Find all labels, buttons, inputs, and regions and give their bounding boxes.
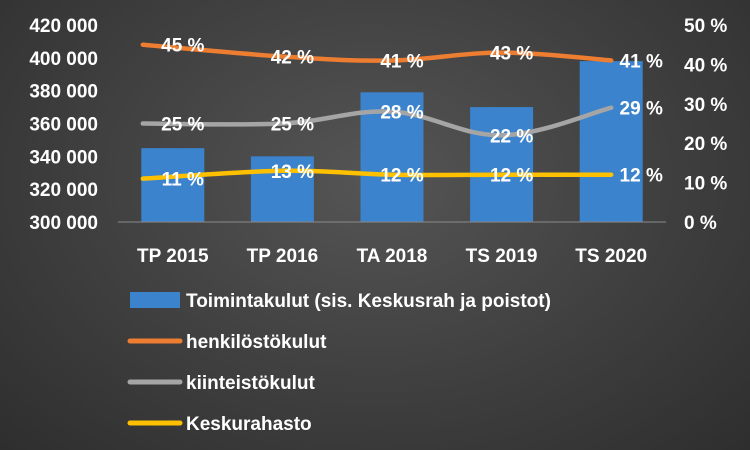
- y-left-tick-label: 300 000: [29, 213, 98, 234]
- data-label: 29 %: [620, 99, 663, 120]
- series-line: [140, 105, 614, 138]
- data-label: 25 %: [271, 115, 314, 136]
- data-label: 12 %: [490, 166, 533, 187]
- bar: [579, 61, 643, 222]
- data-label: 28 %: [380, 103, 423, 124]
- data-label: 43 %: [490, 44, 533, 65]
- bar: [250, 156, 314, 222]
- legend-label: Keskurahasto: [186, 414, 312, 435]
- legend-label: kiinteistökulut: [186, 373, 315, 394]
- data-label: 42 %: [271, 48, 314, 69]
- data-label: 41 %: [380, 51, 423, 72]
- x-tick-label: TA 2018: [357, 246, 428, 267]
- y-right-tick-label: 0 %: [684, 213, 717, 234]
- y-right-tick-label: 20 %: [684, 134, 727, 155]
- legend-label: henkilöstökulut: [186, 332, 327, 353]
- x-tick-label: TS 2019: [466, 246, 538, 267]
- bar: [470, 107, 534, 222]
- series-line: [140, 168, 614, 181]
- y-left-tick-label: 340 000: [29, 147, 98, 168]
- y-right-tick-label: 30 %: [684, 95, 727, 116]
- y-left-tick-label: 380 000: [29, 82, 98, 103]
- x-tick-label: TS 2020: [575, 246, 647, 267]
- data-label: 13 %: [271, 162, 314, 183]
- y-right-tick-label: 10 %: [684, 174, 727, 195]
- y-left-tick-label: 320 000: [29, 180, 98, 201]
- data-label: 12 %: [380, 166, 423, 187]
- data-label: 45 %: [161, 36, 204, 57]
- data-label: 12 %: [620, 166, 663, 187]
- series-line: [140, 42, 614, 63]
- legend-swatch: [130, 292, 180, 308]
- bar: [141, 148, 205, 222]
- y-left-tick-label: 360 000: [29, 115, 98, 136]
- data-label: 11 %: [162, 170, 204, 191]
- data-label: 25 %: [161, 115, 204, 136]
- y-right-tick-label: 50 %: [684, 16, 727, 37]
- data-label: 22 %: [490, 126, 533, 147]
- x-tick-label: TP 2016: [247, 246, 318, 267]
- data-label: 41 %: [620, 51, 663, 72]
- y-left-tick-label: 420 000: [29, 16, 98, 37]
- y-left-tick-label: 400 000: [29, 49, 98, 70]
- y-right-tick-label: 40 %: [684, 55, 727, 76]
- x-tick-label: TP 2015: [137, 246, 209, 267]
- legend-label: Toimintakulut (sis. Keskusrah ja poistot…: [186, 291, 551, 312]
